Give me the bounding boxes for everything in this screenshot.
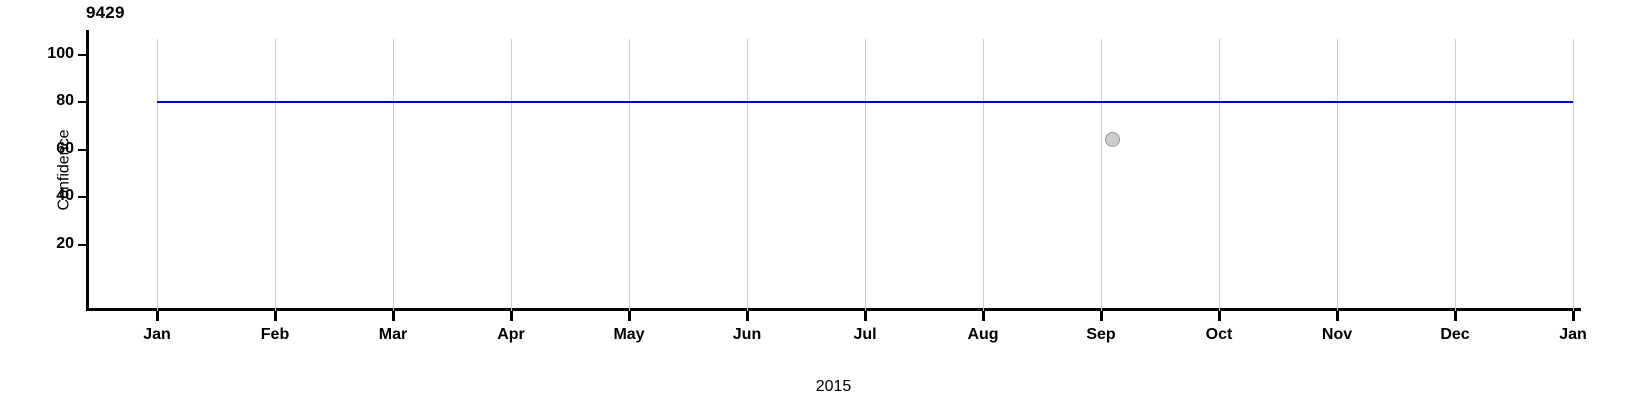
y-tick-mark (78, 101, 86, 104)
x-tick-label: Jan (143, 326, 171, 343)
gridline (393, 39, 394, 311)
x-tick-label: Aug (967, 326, 999, 343)
y-tick-mark (78, 53, 86, 56)
x-tick-label: Jan (1559, 326, 1587, 343)
gridline (983, 39, 984, 311)
gridline (747, 39, 748, 311)
x-tick-mark (628, 311, 631, 321)
y-tick-label: 100 (47, 44, 74, 62)
x-tick-label: Apr (497, 326, 525, 343)
data-point[interactable] (1105, 131, 1121, 147)
y-axis-spine (86, 30, 89, 311)
x-tick-label: Feb (260, 326, 290, 343)
x-tick-label: May (613, 326, 645, 343)
x-tick-label: Mar (378, 326, 408, 343)
y-tick-mark (78, 196, 86, 199)
gridline (511, 39, 512, 311)
y-tick-mark (78, 148, 86, 151)
x-tick-mark (746, 311, 749, 321)
chart-title: 9429 (86, 3, 125, 22)
x-tick-label: Sep (1086, 326, 1116, 343)
gridline (275, 39, 276, 311)
plot-area: Confidence 20 40 60 80 100 Jan Feb Mar Apr May Ju… (47, 30, 1587, 395)
gridline (157, 39, 158, 311)
x-tick-label: Jun (732, 326, 762, 343)
x-tick-label: Dec (1440, 326, 1470, 343)
x-axis-title: 2015 (815, 378, 852, 395)
x-tick-mark (1572, 311, 1575, 321)
gridline (629, 39, 630, 311)
gridline (1455, 39, 1456, 311)
x-tick-label: Nov (1321, 326, 1353, 343)
gridline (1219, 39, 1220, 311)
x-tick-mark (864, 311, 867, 321)
x-tick-mark (1100, 311, 1103, 321)
x-tick-mark (1454, 311, 1457, 321)
x-tick-mark (392, 311, 395, 321)
gridline (865, 39, 866, 311)
gridline (1573, 39, 1574, 311)
y-tick-label: 60 (56, 139, 74, 157)
gridline (1101, 39, 1102, 311)
threshold-line (157, 101, 1573, 104)
y-tick-label: 40 (56, 187, 74, 205)
x-tick-mark (1336, 311, 1339, 321)
y-tick-label: 80 (56, 92, 74, 110)
x-tick-label: Jul (853, 326, 877, 343)
x-tick-mark (1218, 311, 1221, 321)
x-axis-spine (86, 308, 1581, 311)
y-tick-mark (78, 243, 86, 246)
x-tick-mark (982, 311, 985, 321)
x-tick-mark (274, 311, 277, 321)
x-tick-mark (156, 311, 159, 321)
gridline (1337, 39, 1338, 311)
x-tick-label: Oct (1205, 326, 1233, 343)
x-tick-mark (510, 311, 513, 321)
y-tick-label: 20 (56, 234, 74, 252)
